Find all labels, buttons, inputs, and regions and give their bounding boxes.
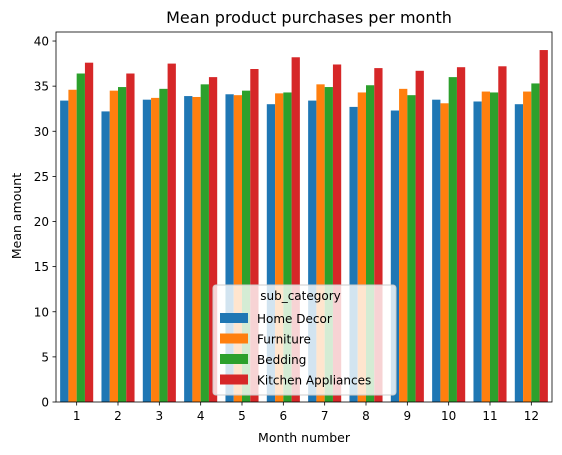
- bar-kitchen-appliances-month-4: [208, 77, 218, 403]
- x-tick-label: 12: [524, 409, 539, 423]
- bars-group: [60, 50, 548, 403]
- bar-bedding-month-4: [200, 84, 209, 402]
- x-tick-label: 5: [238, 409, 246, 423]
- x-tick-label: 9: [404, 409, 412, 423]
- y-axis-label: Mean amount: [9, 173, 24, 259]
- bar-furniture-month-2: [109, 90, 118, 402]
- bar-furniture-month-5: [233, 95, 242, 403]
- chart-title: Mean product purchases per month: [166, 8, 452, 27]
- bar-kitchen-appliances-month-5: [250, 69, 259, 402]
- bar-home-decor-month-6: [266, 104, 276, 402]
- x-tick-label: 11: [482, 409, 497, 423]
- y-tick-label: 5: [41, 350, 49, 364]
- bar-furniture-month-9: [399, 88, 408, 402]
- bar-kitchen-appliances-month-6: [291, 57, 300, 403]
- legend-swatch-home-decor: [220, 313, 248, 323]
- y-tick-label: 0: [41, 396, 49, 410]
- x-tick-label: 3: [156, 409, 164, 423]
- legend-swatch-bedding: [220, 354, 248, 364]
- bar-kitchen-appliances-month-9: [415, 70, 424, 403]
- x-tick-label: 8: [362, 409, 370, 423]
- bar-home-decor-month-3: [142, 99, 152, 403]
- legend-label: Furniture: [257, 333, 311, 347]
- bar-furniture-month-12: [523, 91, 532, 402]
- bar-bedding-month-12: [531, 83, 540, 402]
- bar-bedding-month-11: [490, 92, 499, 403]
- legend: sub_category Home Decor Furniture Bedding Ki…: [212, 284, 397, 396]
- bar-bedding-month-7: [324, 87, 333, 403]
- x-axis-label: Month number: [258, 430, 351, 445]
- bar-furniture-month-10: [440, 103, 449, 402]
- y-tick-label: 25: [34, 170, 49, 184]
- bar-furniture-month-3: [151, 97, 160, 402]
- x-tick-label: 1: [73, 409, 81, 423]
- bar-kitchen-appliances-month-2: [126, 73, 135, 402]
- bar-home-decor-month-2: [101, 111, 110, 402]
- bar-home-decor-month-7: [308, 100, 317, 402]
- x-tick-label: 6: [280, 409, 288, 423]
- legend-label: Home Decor: [257, 312, 332, 326]
- legend-swatch-furniture: [220, 333, 248, 344]
- bar-furniture-month-6: [275, 93, 284, 403]
- y-tick-label: 35: [34, 80, 49, 94]
- x-tick-label: 4: [197, 409, 205, 423]
- bar-home-decor-month-11: [473, 101, 482, 403]
- x-tick-label: 7: [321, 409, 329, 423]
- legend-title: sub_category: [260, 289, 341, 303]
- bar-kitchen-appliances-month-10: [456, 67, 466, 402]
- legend-label: Kitchen Appliances: [257, 374, 371, 388]
- bar-home-decor-month-12: [514, 104, 524, 402]
- bar-kitchen-appliances-month-11: [498, 66, 507, 402]
- x-tick-label: 10: [441, 409, 456, 423]
- y-tick-label: 15: [34, 260, 49, 274]
- bar-home-decor-month-10: [432, 99, 441, 403]
- bar-bedding-month-8: [366, 85, 375, 403]
- bar-bedding-month-5: [242, 90, 251, 402]
- bar-furniture-month-4: [192, 96, 201, 402]
- x-tick-label: 2: [114, 409, 122, 423]
- bar-bedding-month-1: [76, 73, 85, 402]
- bar-furniture-month-8: [357, 92, 366, 403]
- bar-kitchen-appliances-month-3: [167, 63, 176, 403]
- bar-bedding-month-10: [448, 77, 457, 403]
- bar-bedding-month-9: [407, 95, 416, 403]
- y-tick-label: 40: [34, 35, 49, 49]
- bar-home-decor-month-5: [225, 94, 234, 403]
- bar-kitchen-appliances-month-12: [539, 50, 548, 403]
- legend-box: [212, 284, 397, 396]
- bar-furniture-month-7: [316, 84, 325, 402]
- bar-bedding-month-3: [159, 88, 168, 402]
- bar-home-decor-month-8: [349, 106, 358, 403]
- bar-bedding-month-6: [283, 92, 292, 403]
- legend-swatch-kitchen-appliances: [220, 374, 248, 385]
- bar-furniture-month-1: [68, 89, 77, 402]
- bar-bedding-month-2: [118, 87, 127, 403]
- bar-kitchen-appliances-month-8: [374, 68, 383, 402]
- legend-label: Bedding: [257, 353, 306, 367]
- y-tick-label: 20: [34, 215, 49, 229]
- y-tick-label: 30: [34, 125, 49, 139]
- bar-home-decor-month-1: [60, 100, 69, 402]
- bar-kitchen-appliances-month-7: [332, 64, 342, 403]
- y-tick-label: 10: [34, 305, 49, 319]
- bar-home-decor-month-4: [184, 96, 193, 402]
- bar-furniture-month-11: [481, 91, 490, 402]
- plot-frame: [55, 31, 553, 403]
- bar-home-decor-month-9: [390, 110, 400, 402]
- bar-kitchen-appliances-month-1: [84, 62, 94, 403]
